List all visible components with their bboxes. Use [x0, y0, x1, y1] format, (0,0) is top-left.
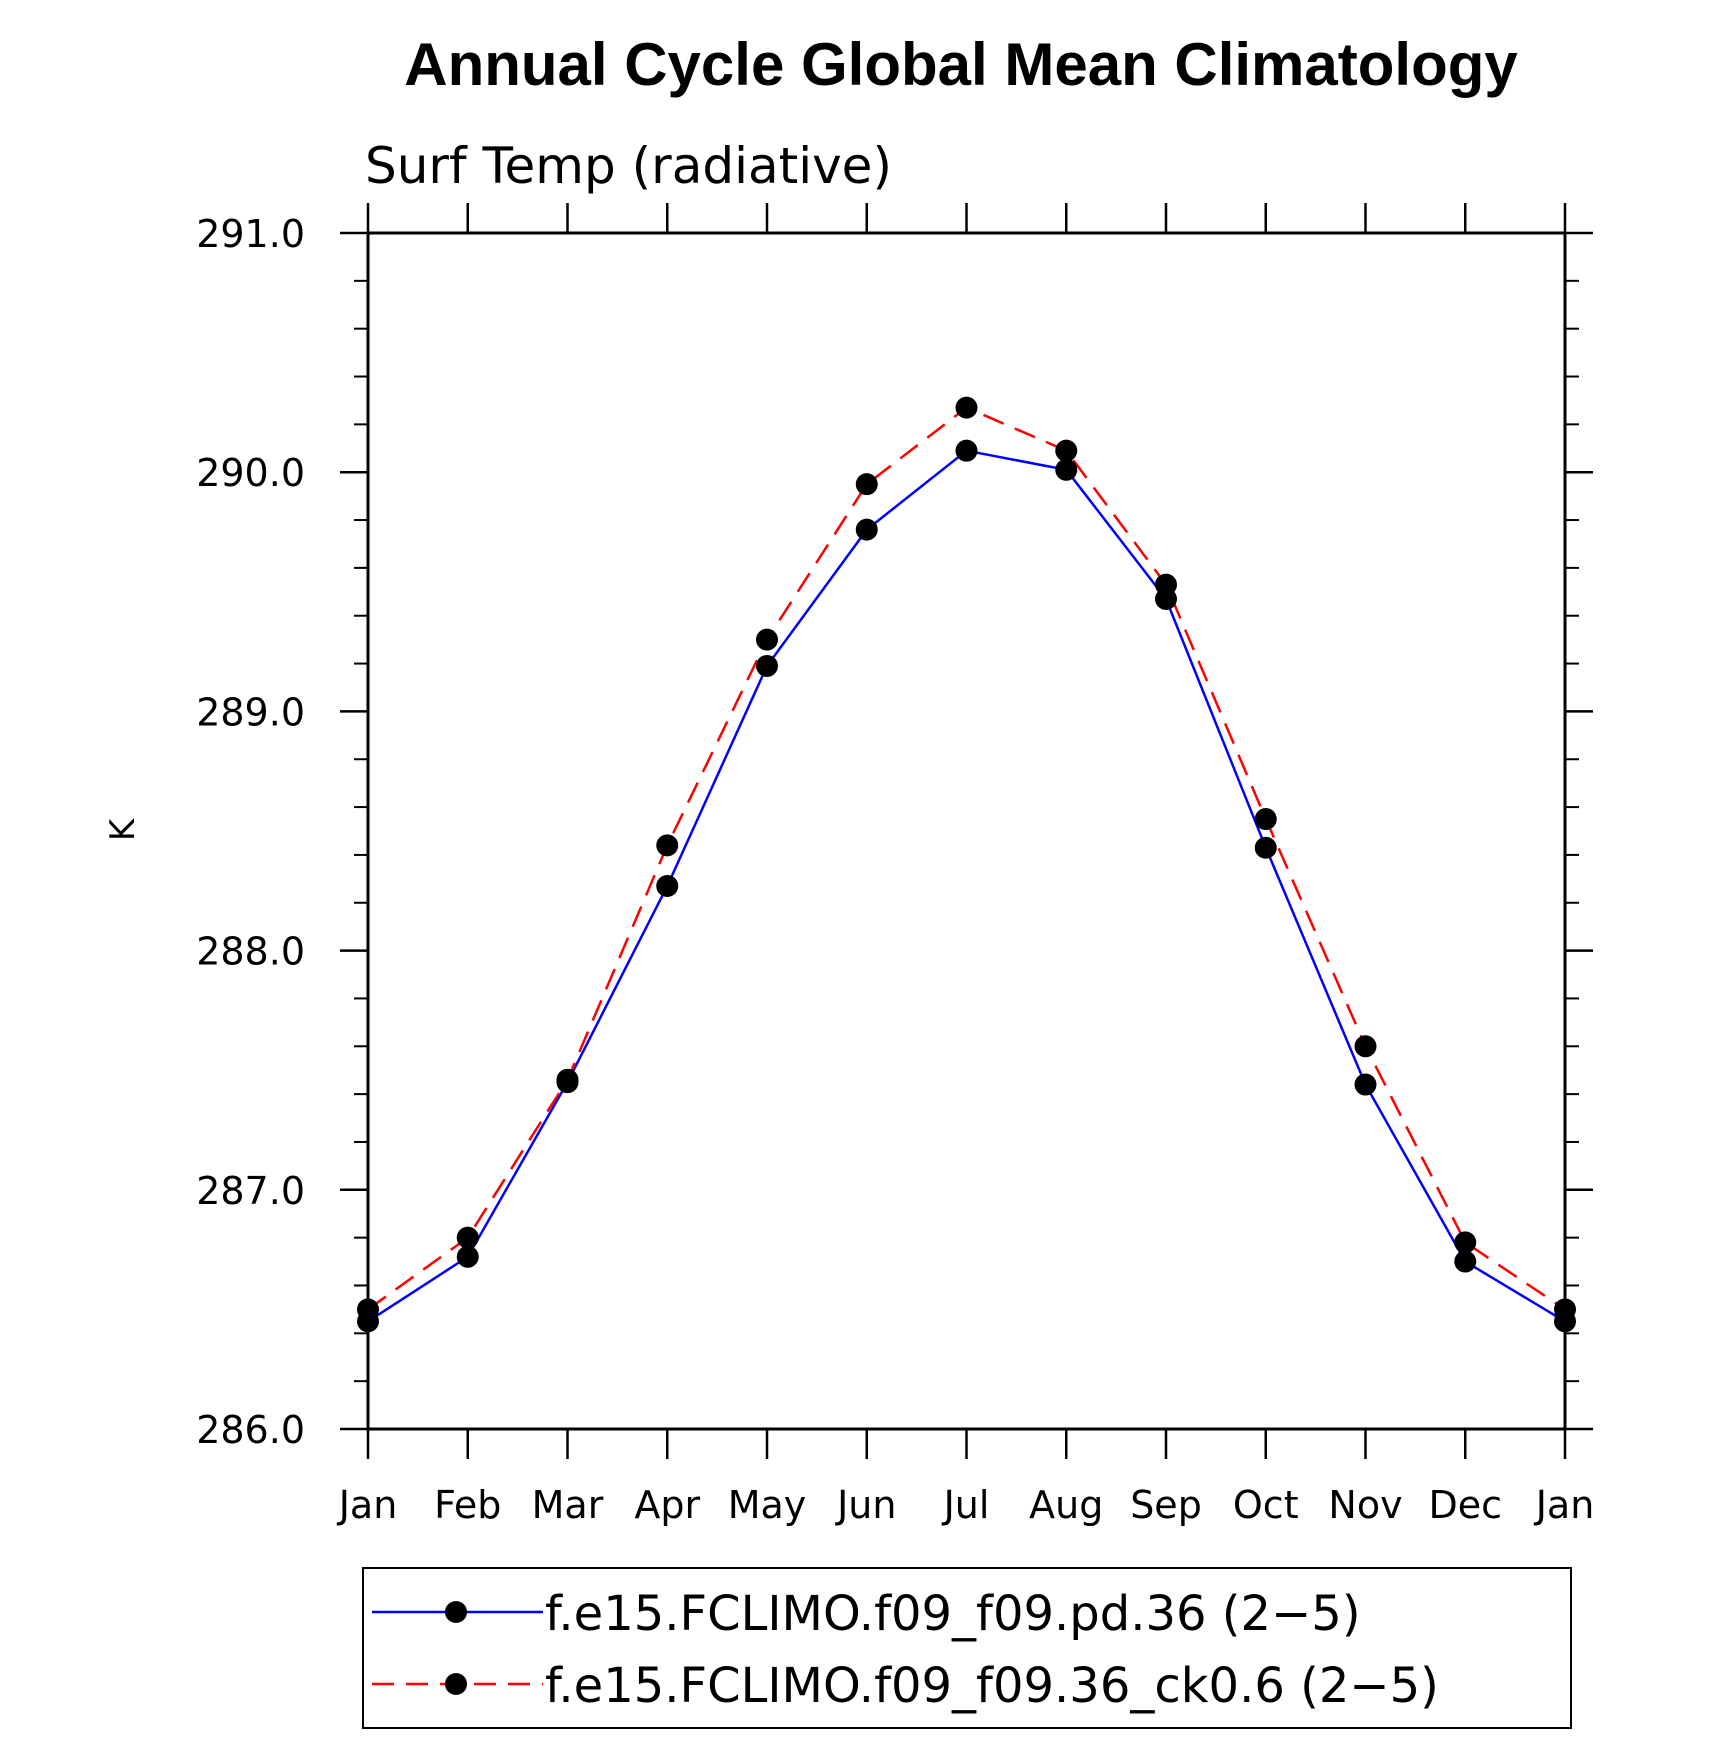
series-line-1 [367, 449, 1566, 1323]
chart-subtitle: Surf Temp (radiative) [365, 137, 892, 195]
series-2-point [1155, 573, 1177, 596]
series-2-point [1055, 439, 1078, 462]
x-tick-label: Oct [1233, 1483, 1299, 1527]
legend-label-series-1: f.e15.FCLIMO.f09_f09.pd.36 (2−5) [545, 1586, 1361, 1642]
series-2-point [1454, 1231, 1477, 1254]
series-2-point [357, 1298, 379, 1321]
x-tick-label: Dec [1428, 1483, 1502, 1527]
x-tick-label: Aug [1029, 1483, 1103, 1527]
legend-marker-series-1 [445, 1601, 467, 1623]
y-tick-label: 286.0 [196, 1408, 305, 1452]
plot-frame [366, 231, 1567, 1431]
series-1-point [1354, 1073, 1377, 1096]
series-2-point [456, 1226, 479, 1249]
x-tick-label: Jan [337, 1483, 398, 1527]
legend-marker-series-2 [445, 1673, 467, 1695]
series-1-point [456, 1245, 479, 1268]
chart-title: Annual Cycle Global Mean Climatology [404, 31, 1518, 98]
y-tick-label: 289.0 [196, 690, 305, 734]
x-tick-label: Jul [942, 1483, 990, 1527]
y-tick-label: 288.0 [196, 930, 305, 974]
series-1-point [1254, 836, 1277, 859]
series-1-point [656, 875, 679, 898]
legend-label-series-2: f.e15.FCLIMO.f09_f09.36_ck0.6 (2−5) [545, 1658, 1439, 1714]
series-line-2 [367, 406, 1566, 1311]
y-tick-labels: 286.0 287.0 288.0 289.0 290.0 291.0 [196, 212, 305, 1452]
x-tick-label: Sep [1130, 1483, 1202, 1527]
series-1-point [1454, 1250, 1477, 1273]
x-tick-label: Jun [835, 1483, 896, 1527]
series-2-point [656, 834, 679, 857]
series-2-point [1354, 1035, 1377, 1058]
series-1-point [1055, 458, 1078, 481]
y-axis-label: K [103, 817, 143, 841]
x-tick-labels: Jan Feb Mar Apr May Jun Jul Aug Sep Oct Nov Dec Jan [337, 1483, 1595, 1527]
y-tick-label: 291.0 [196, 212, 305, 256]
x-tick-label: Nov [1328, 1483, 1402, 1527]
x-tick-label: Mar [532, 1483, 604, 1527]
series-2-point [1554, 1298, 1576, 1321]
x-tick-label: Jan [1534, 1483, 1595, 1527]
axis-ticks-group [340, 203, 1593, 1459]
y-tick-label: 290.0 [196, 451, 305, 495]
x-tick-label: Apr [634, 1483, 700, 1527]
series-2-point [756, 628, 778, 651]
series-1-point [955, 439, 978, 462]
x-tick-label: Feb [434, 1483, 501, 1527]
series-1-point [855, 518, 878, 541]
series-1-point [756, 654, 778, 677]
series-2-point [855, 473, 878, 496]
legend-box [362, 1567, 1572, 1729]
x-tick-label: May [728, 1483, 807, 1527]
y-tick-label: 287.0 [196, 1169, 305, 1213]
series-2-point [1254, 808, 1277, 831]
series-layer [357, 396, 1576, 1333]
series-2-point [556, 1068, 579, 1091]
series-2-point [955, 396, 978, 419]
legend: f.e15.FCLIMO.f09_f09.pd.36 (2−5) f.e15.F… [362, 1567, 1572, 1729]
